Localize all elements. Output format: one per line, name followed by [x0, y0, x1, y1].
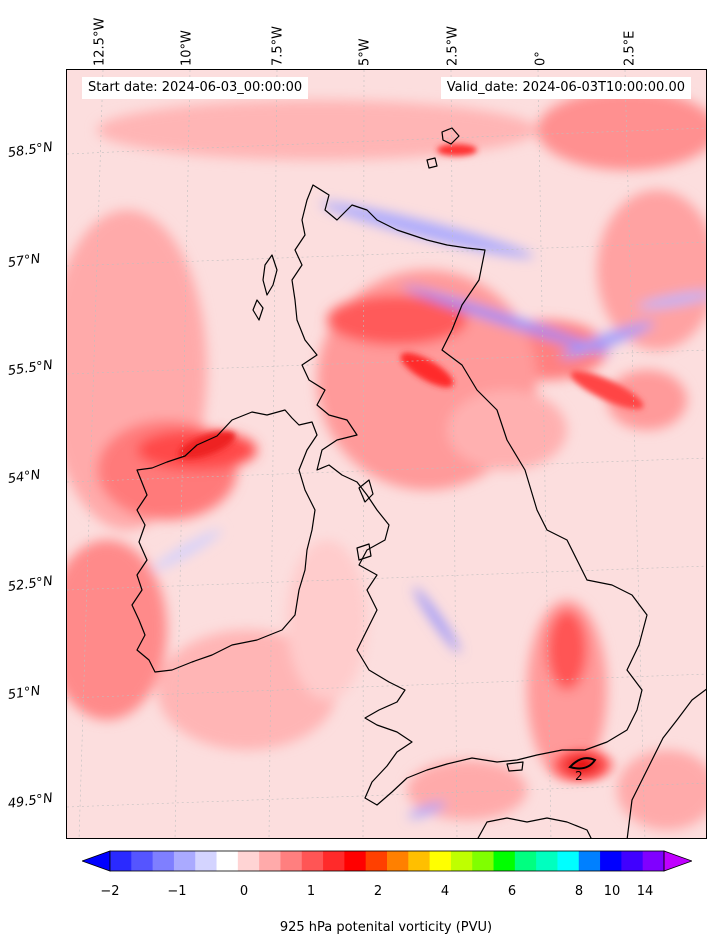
- colorbar-segment: [259, 851, 281, 871]
- colorbar: [82, 850, 692, 872]
- contour-2pvu: [568, 757, 597, 770]
- colorbar-tick: 2: [373, 884, 383, 899]
- colorbar-segment: [493, 851, 516, 871]
- graticule: [67, 70, 706, 838]
- contour-label: 2: [575, 769, 583, 783]
- colorbar-segment: [578, 851, 601, 871]
- colorbar-segment: [237, 851, 260, 871]
- colorbar-tick: 4: [440, 884, 450, 899]
- pv-field-map: 2: [67, 70, 706, 838]
- colorbar-tick: −1: [167, 884, 187, 899]
- colorbar-tick: −2: [100, 884, 120, 899]
- pv-shading: [67, 90, 706, 830]
- colorbar-tick: 14: [636, 884, 654, 899]
- great-britain-coast: [291, 184, 648, 806]
- colorbar-segment: [429, 851, 452, 871]
- colorbar-extend-max: [663, 850, 692, 872]
- coastlines: [131, 127, 706, 838]
- colorbar-segment: [408, 851, 431, 871]
- colorbar-segment: [536, 851, 558, 871]
- colorbar-segment: [450, 851, 473, 871]
- map-panel: 2: [66, 69, 707, 839]
- colorbar-tick: 6: [507, 884, 517, 899]
- colorbar-segment: [323, 851, 345, 871]
- valid-date-label: Valid_date: 2024-06-03T10:00:00.00: [440, 77, 691, 99]
- lon-label-2.5w: 2.5°W: [445, 25, 461, 66]
- colorbar-tick: 8: [574, 884, 584, 899]
- lat-label-52.5n: 52.5°N: [6, 573, 54, 595]
- colorbar-segment: [387, 851, 409, 871]
- start-date-label: Start date: 2024-06-03_00:00:00: [82, 77, 309, 99]
- lon-label-5w: 5°W: [357, 38, 373, 66]
- lat-label-51n: 51°N: [6, 683, 42, 703]
- colorbar-tick: 0: [239, 884, 249, 899]
- lon-label-2.5e: 2.5°E: [622, 30, 638, 66]
- france-coast: [626, 688, 706, 838]
- lon-label-12.5w: 12.5°W: [92, 17, 108, 66]
- colorbar-segment: [344, 851, 367, 871]
- lon-label-0: 0°: [533, 51, 549, 66]
- colorbar-segment: [110, 851, 132, 871]
- colorbar-segment: [514, 851, 537, 871]
- colorbar-tick: 10: [603, 884, 621, 899]
- lat-label-49.5n: 49.5°N: [6, 790, 54, 812]
- lat-label-57n: 57°N: [6, 251, 42, 271]
- colorbar-segment: [131, 851, 154, 871]
- pv-hotspots: [178, 144, 644, 787]
- colorbar-segment: [152, 851, 175, 871]
- lon-label-10w: 10°W: [179, 30, 195, 66]
- lat-label-58.5n: 58.5°N: [6, 139, 54, 161]
- colorbar-extend-min: [82, 850, 111, 872]
- colorbar-segment: [642, 851, 665, 871]
- colorbar-segment: [195, 851, 218, 871]
- colorbar-segment: [557, 851, 580, 871]
- colorbar-label: 925 hPa potenital vorticity (PVU): [279, 920, 493, 935]
- colorbar-segment: [173, 851, 196, 871]
- colorbar-frame: [109, 850, 665, 872]
- ireland-coast: [131, 409, 318, 673]
- lat-label-54n: 54°N: [6, 467, 42, 487]
- colorbar-segment: [365, 851, 388, 871]
- lon-label-7.5w: 7.5°W: [270, 25, 286, 66]
- colorbar-segment: [621, 851, 644, 871]
- colorbar-segment: [216, 851, 239, 871]
- colorbar-segment: [600, 851, 622, 871]
- colorbar-segment: [472, 851, 495, 871]
- colorbar-segment: [301, 851, 324, 871]
- colorbar-tick: 1: [306, 884, 316, 899]
- lat-label-55.5n: 55.5°N: [6, 357, 54, 379]
- colorbar-segment: [280, 851, 303, 871]
